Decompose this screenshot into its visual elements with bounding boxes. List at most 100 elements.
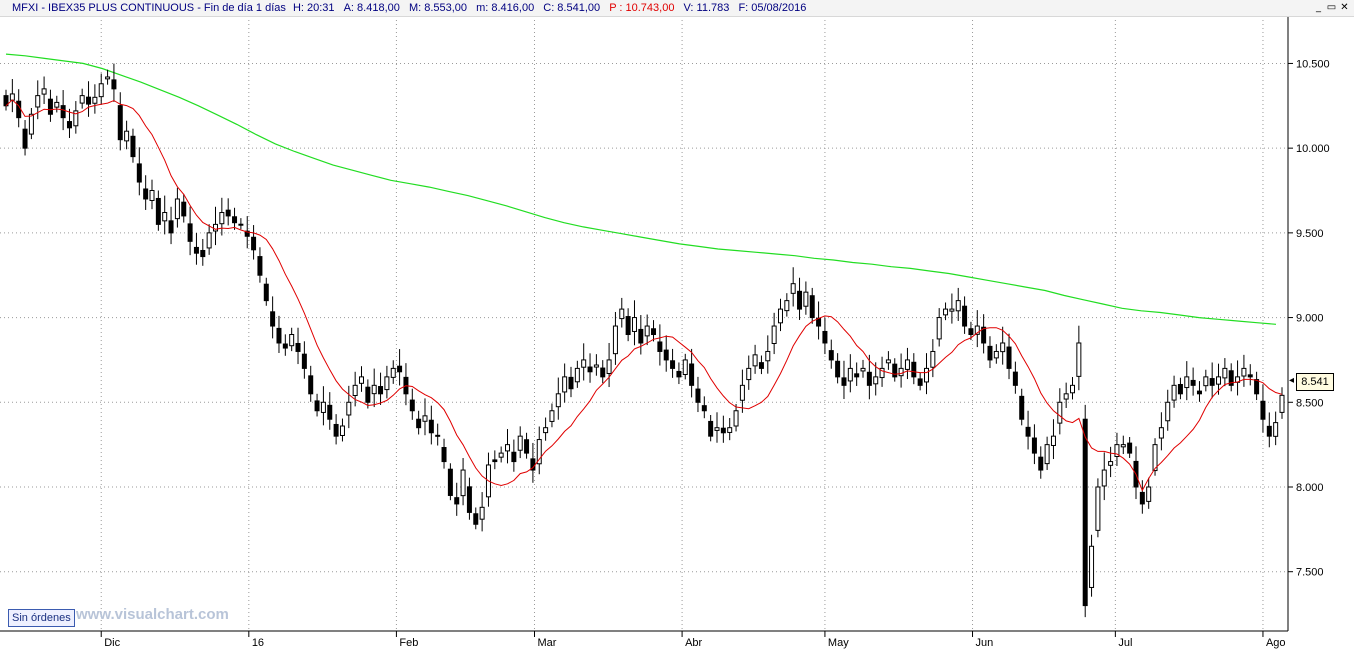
restore-icon[interactable]: ▭ (1326, 2, 1337, 13)
candle (1076, 342, 1082, 377)
candle (1241, 367, 1247, 377)
candle (904, 359, 910, 370)
candle (651, 328, 657, 336)
candle (117, 105, 123, 141)
candle (1152, 444, 1158, 472)
candle (28, 113, 34, 135)
candle (397, 365, 403, 373)
candle (155, 197, 161, 225)
candle (911, 361, 917, 378)
candle (270, 311, 276, 327)
candle (435, 434, 441, 437)
price-tick-label: 9.000 (1296, 313, 1324, 325)
candle (1165, 401, 1171, 422)
candle (86, 96, 92, 105)
candle (809, 295, 815, 319)
candle (568, 376, 574, 390)
candle (1127, 442, 1133, 454)
candle (505, 444, 511, 452)
time-tick-label: Jul (1118, 637, 1132, 649)
header-open: A: 8.418,00 (343, 2, 400, 14)
minimize-icon[interactable]: _ (1316, 2, 1321, 13)
candle (841, 377, 847, 386)
candle (16, 100, 22, 119)
candle (803, 291, 809, 307)
candle (174, 198, 180, 220)
candle (682, 359, 688, 375)
candle (612, 325, 618, 355)
candle (1177, 383, 1183, 395)
candle (1203, 376, 1209, 387)
candle (289, 334, 295, 347)
candle (828, 350, 834, 361)
candle (314, 400, 320, 412)
candle (1025, 426, 1031, 437)
candle (212, 223, 218, 232)
candle (47, 98, 53, 115)
candle (206, 232, 212, 249)
candle (587, 366, 593, 373)
price-tick-label: 9.500 (1296, 228, 1324, 240)
candle (1019, 395, 1025, 420)
candle (555, 393, 561, 408)
candle (1108, 461, 1114, 466)
price-tick-label: 10.500 (1296, 58, 1330, 70)
candle (968, 328, 974, 336)
candle (1228, 370, 1234, 386)
candle (524, 439, 530, 454)
candle (1012, 371, 1018, 386)
candle (790, 283, 796, 294)
candle (720, 427, 726, 434)
candle (149, 190, 155, 202)
ma-short-series (5, 99, 1283, 492)
candle (1070, 384, 1076, 394)
candle (917, 378, 923, 386)
candle (606, 359, 612, 374)
candle (9, 93, 15, 101)
candle (422, 415, 428, 422)
candle (409, 399, 415, 412)
candle (1146, 486, 1152, 502)
time-tick-label: Mar (537, 637, 556, 649)
candle (136, 163, 142, 183)
candle (898, 367, 904, 377)
candle (631, 317, 637, 332)
candle (1171, 384, 1177, 401)
candle (1260, 400, 1266, 420)
candle (1184, 376, 1190, 389)
candle (428, 419, 434, 434)
candle (1158, 427, 1164, 439)
candle (625, 316, 631, 336)
header-date: F: 05/08/2016 (738, 2, 807, 14)
header-prev: P : 10.743,00 (609, 2, 675, 14)
candle (79, 95, 85, 104)
candle (1216, 376, 1222, 385)
candle (1038, 456, 1044, 471)
candle (1057, 401, 1063, 424)
chart-header: MFXI - IBEX35 PLUS CONTINUOUS - Fin de d… (0, 0, 1354, 17)
candle (885, 359, 891, 364)
candle (384, 376, 390, 391)
candle (73, 110, 79, 127)
candle (92, 96, 98, 104)
candle (333, 423, 339, 437)
last-price-label: 8.541 (1296, 373, 1334, 391)
status-badge[interactable]: Sin órdenes (8, 609, 75, 627)
candle (777, 308, 783, 324)
price-tick-label: 7.500 (1296, 567, 1324, 579)
candle (301, 353, 307, 369)
candle (993, 350, 999, 359)
candle (949, 308, 955, 312)
candle (98, 83, 104, 98)
close-icon[interactable]: ✕ (1340, 2, 1349, 13)
candle (549, 410, 555, 422)
candle (771, 325, 777, 344)
candle (257, 256, 263, 276)
candle (320, 401, 326, 413)
candle (930, 350, 936, 368)
candle (835, 360, 841, 378)
candle (923, 367, 929, 383)
header-low: m: 8.416,00 (476, 2, 535, 14)
candle (758, 362, 764, 369)
